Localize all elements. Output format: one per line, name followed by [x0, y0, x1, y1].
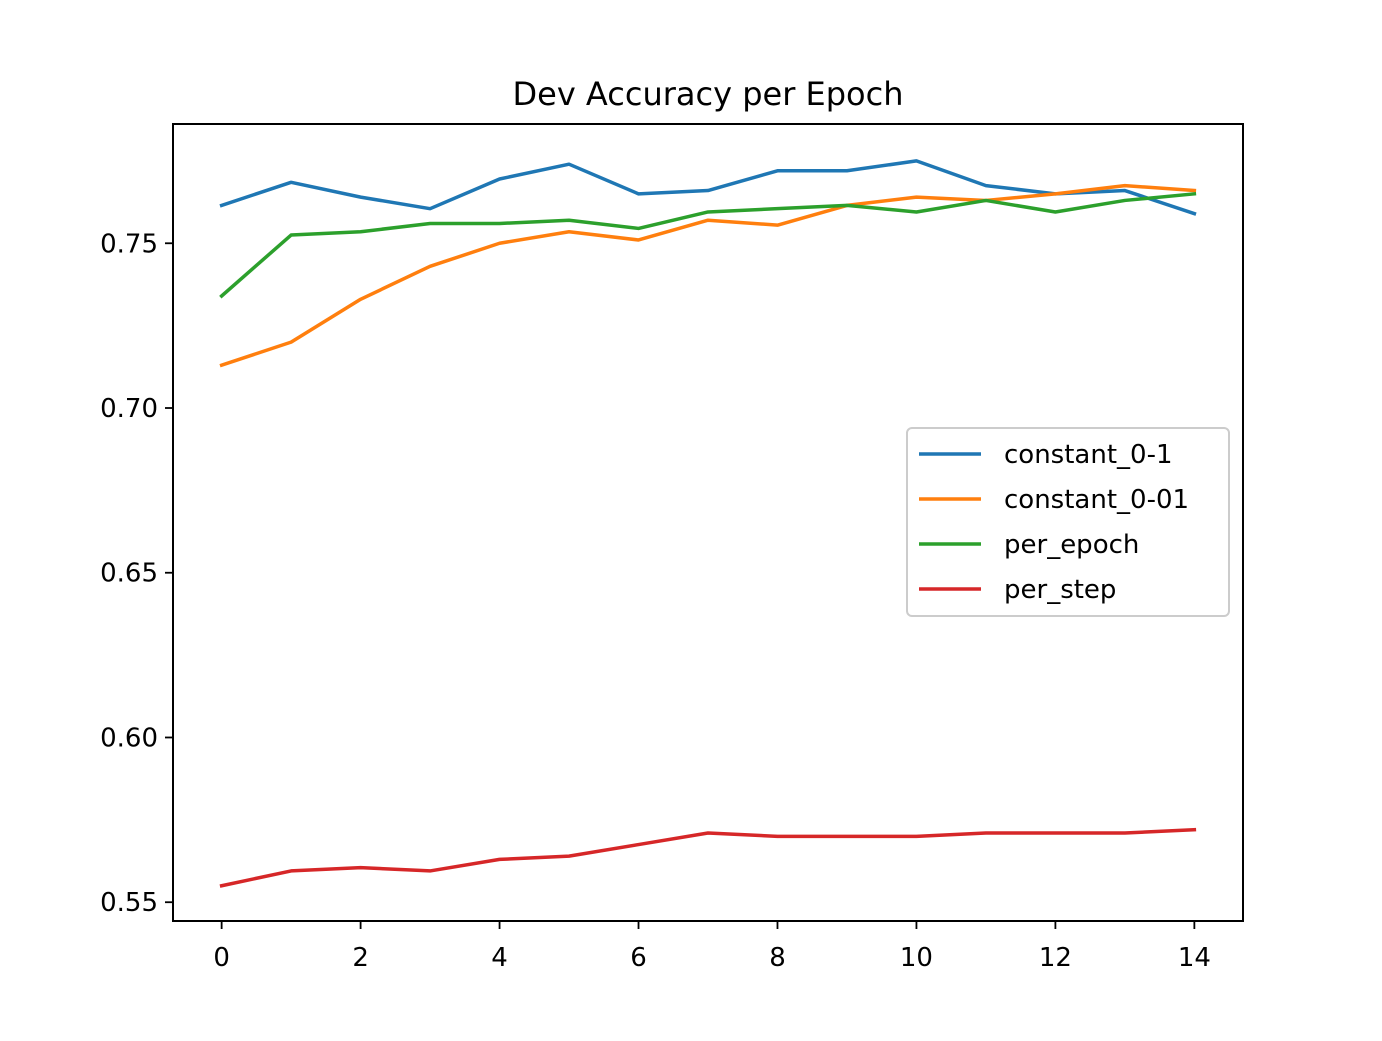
y-tick-label: 0.65 — [100, 559, 158, 589]
plot-area — [219, 159, 1197, 888]
y-tick-label: 0.55 — [100, 888, 158, 918]
series-line-per_step — [219, 827, 1197, 888]
series-line-constant_0-01 — [219, 183, 1197, 368]
x-tick-label: 14 — [1178, 943, 1211, 973]
chart-title: Dev Accuracy per Epoch — [512, 75, 903, 113]
x-tick-label: 10 — [900, 943, 933, 973]
legend-label-constant_0-01: constant_0-01 — [1004, 485, 1189, 515]
legend-label-per_step: per_step — [1004, 575, 1116, 605]
x-tick-label: 2 — [352, 943, 369, 973]
x-tick-label: 0 — [213, 943, 230, 973]
legend: constant_0-1 constant_0-01 per_epoch per_st… — [906, 427, 1230, 617]
axes: 0 2 4 6 8 10 12 14 0.55 0.60 0.65 0.70 0.75 — [100, 123, 1244, 973]
series-line-per_epoch — [219, 191, 1197, 299]
x-tick-label: 6 — [630, 943, 647, 973]
legend-label-constant_0-1: constant_0-1 — [1004, 440, 1173, 470]
legend-box — [906, 427, 1230, 617]
plot-frame — [172, 123, 1244, 922]
legend-label-per_epoch: per_epoch — [1004, 530, 1139, 560]
y-tick-label: 0.70 — [100, 394, 158, 424]
x-tick-label: 12 — [1039, 943, 1072, 973]
x-tick-label: 8 — [769, 943, 786, 973]
y-tick-label: 0.60 — [100, 723, 158, 753]
x-tick-label: 4 — [491, 943, 508, 973]
series-line-constant_0-1 — [219, 159, 1197, 216]
y-tick-label: 0.75 — [100, 229, 158, 259]
